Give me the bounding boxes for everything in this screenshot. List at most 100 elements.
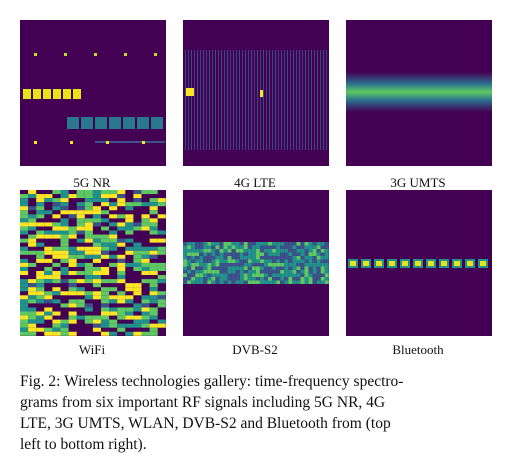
pattern xyxy=(20,331,29,336)
pattern xyxy=(304,256,309,260)
pattern xyxy=(60,234,69,239)
pattern xyxy=(211,259,216,263)
pattern xyxy=(235,259,240,263)
pattern xyxy=(219,273,224,277)
pattern xyxy=(92,246,101,251)
pattern xyxy=(95,141,165,143)
pattern xyxy=(157,319,166,324)
pattern xyxy=(28,287,37,292)
pattern xyxy=(207,256,212,260)
pattern xyxy=(259,252,264,256)
pattern xyxy=(117,327,126,332)
pattern xyxy=(141,250,150,255)
pattern xyxy=(68,291,77,296)
pattern xyxy=(215,242,220,246)
panel-label: 3G UMTS xyxy=(390,175,445,190)
pattern xyxy=(280,245,285,249)
pattern xyxy=(149,283,158,288)
pattern xyxy=(300,277,305,281)
pattern xyxy=(183,259,188,263)
pattern xyxy=(92,210,101,215)
pattern xyxy=(272,259,277,263)
pattern xyxy=(296,50,297,150)
pattern xyxy=(251,273,256,277)
pattern xyxy=(28,194,37,199)
pattern xyxy=(312,263,317,267)
pattern xyxy=(149,331,158,336)
pattern xyxy=(389,261,395,266)
pattern xyxy=(308,242,313,246)
pattern xyxy=(251,245,256,249)
pattern xyxy=(243,245,248,249)
pattern xyxy=(268,256,273,260)
pattern xyxy=(312,273,317,277)
pattern xyxy=(276,249,281,253)
pattern xyxy=(133,242,142,247)
pattern xyxy=(312,266,317,270)
pattern xyxy=(183,256,188,260)
pattern xyxy=(280,256,285,260)
pattern xyxy=(84,295,93,300)
pattern xyxy=(84,266,93,271)
pattern xyxy=(101,279,110,284)
pattern xyxy=(316,263,321,267)
pattern xyxy=(227,273,232,277)
pattern xyxy=(324,273,329,277)
pattern xyxy=(219,249,224,253)
pattern xyxy=(235,273,240,277)
pattern xyxy=(76,222,85,227)
pattern xyxy=(211,263,216,267)
pattern xyxy=(235,252,240,256)
pattern xyxy=(133,319,142,324)
pattern xyxy=(223,263,228,267)
pattern xyxy=(20,214,29,219)
pattern xyxy=(308,252,313,256)
pattern xyxy=(141,214,150,219)
pattern xyxy=(109,117,121,129)
pattern xyxy=(60,291,69,296)
pattern xyxy=(20,303,29,308)
pattern xyxy=(251,263,256,267)
pattern xyxy=(101,226,110,231)
pattern xyxy=(187,242,192,246)
pattern xyxy=(199,263,204,267)
pattern xyxy=(28,218,37,223)
pattern xyxy=(95,117,107,129)
pattern xyxy=(259,256,264,260)
pattern xyxy=(324,249,329,253)
pattern xyxy=(292,277,297,281)
pattern xyxy=(28,214,37,219)
pattern xyxy=(76,287,85,292)
pattern xyxy=(195,270,200,274)
pattern xyxy=(296,277,301,281)
pattern xyxy=(101,210,110,215)
pattern xyxy=(259,277,264,281)
pattern xyxy=(268,266,273,270)
pattern xyxy=(276,256,281,260)
pattern xyxy=(280,252,285,256)
pattern xyxy=(288,256,293,260)
pattern xyxy=(141,190,150,195)
pattern xyxy=(284,277,289,281)
pattern xyxy=(296,280,301,284)
pattern xyxy=(239,245,244,249)
pattern xyxy=(243,277,248,281)
pattern xyxy=(20,299,29,304)
pattern xyxy=(207,263,212,267)
pattern xyxy=(117,291,126,296)
pattern xyxy=(68,258,77,263)
pattern xyxy=(300,280,305,284)
pattern xyxy=(276,273,281,277)
pattern xyxy=(324,259,329,263)
pattern xyxy=(36,254,45,259)
pattern xyxy=(324,266,329,270)
pattern xyxy=(157,202,166,207)
pattern xyxy=(76,210,85,215)
pattern xyxy=(20,230,29,235)
pattern xyxy=(76,291,85,296)
pattern xyxy=(248,50,249,150)
pattern xyxy=(219,252,224,256)
pattern xyxy=(292,259,297,263)
pattern xyxy=(235,270,240,274)
pattern xyxy=(251,277,256,281)
